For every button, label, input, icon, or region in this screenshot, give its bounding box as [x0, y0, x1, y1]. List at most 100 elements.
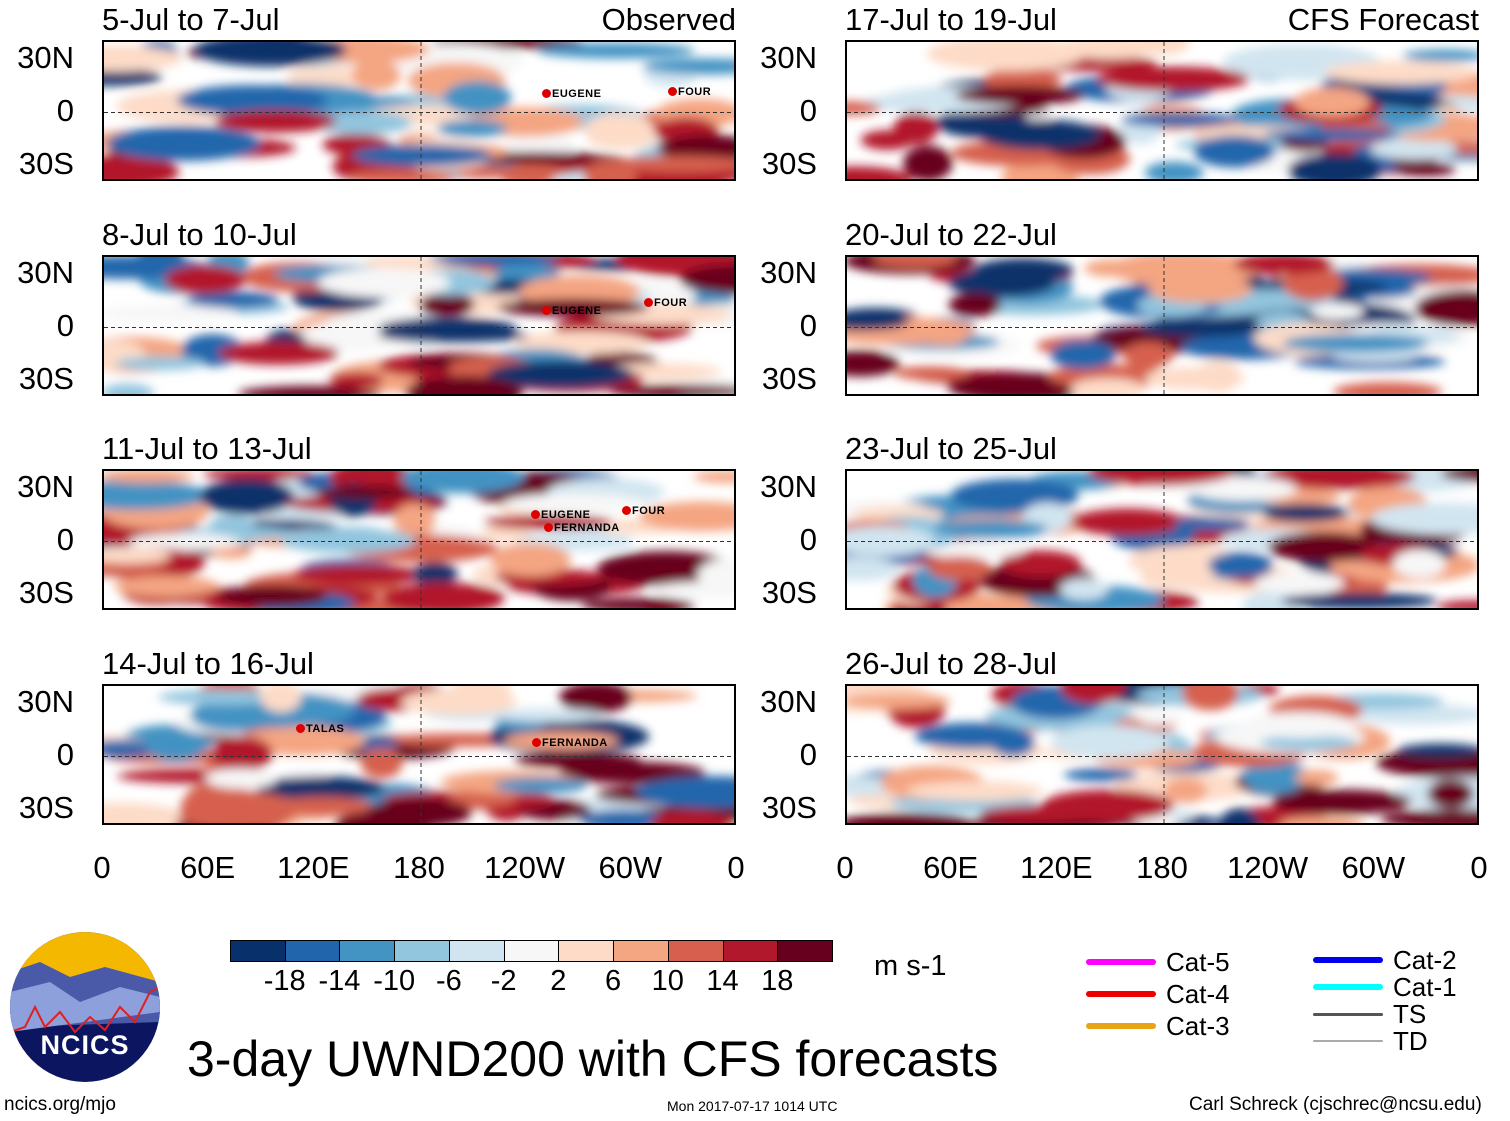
- colorbar-label: 18: [761, 965, 794, 997]
- colorbar-swatch: [230, 940, 286, 962]
- legend-swatch: [1313, 1040, 1383, 1042]
- hurricane-icon: [542, 306, 551, 315]
- wind-anomaly-contour: [493, 263, 560, 283]
- colorbar-swatch: [503, 940, 560, 962]
- storm-track-label: FERNANDA: [532, 737, 608, 749]
- storm-name: EUGENE: [552, 305, 602, 317]
- wind-anomaly-contour: [973, 258, 1074, 283]
- lon-label: 120W: [1227, 850, 1309, 885]
- wind-anomaly-contour: [104, 802, 186, 823]
- lat-label: 30S: [18, 575, 74, 610]
- wind-anomaly-contour: [115, 356, 206, 371]
- lat-label: 30S: [18, 146, 74, 181]
- wind-anomaly-contour: [1287, 153, 1382, 179]
- colorbar-swatch: [558, 940, 615, 962]
- lon-label: 0: [1470, 850, 1488, 885]
- wind-anomaly-contour: [1208, 552, 1274, 578]
- wind-anomaly-contour: [847, 693, 951, 710]
- map-panel: [845, 40, 1479, 181]
- wind-anomaly-contour: [903, 145, 953, 179]
- colorbar-swatch: [394, 940, 450, 962]
- lon-label: 60E: [180, 850, 236, 885]
- wind-anomaly-contour: [1259, 735, 1358, 751]
- wind-anomaly-contour: [847, 166, 913, 179]
- wind-anomaly-contour: [502, 493, 647, 515]
- storm-name: EUGENE: [552, 88, 602, 100]
- storm-name: FOUR: [632, 505, 666, 517]
- storm-track-label: FOUR: [644, 297, 687, 309]
- wind-anomaly-contour: [1138, 712, 1183, 726]
- wind-anomaly-contour: [1193, 135, 1276, 168]
- lat-label: 30S: [18, 790, 74, 825]
- lon-label: 60W: [1341, 850, 1406, 885]
- legend-label: TD: [1393, 1026, 1428, 1056]
- wind-anomaly-contour: [199, 478, 295, 515]
- wind-anomaly-contour: [642, 58, 734, 75]
- colorbar-swatch: [339, 940, 396, 962]
- colorbar-label: 10: [651, 965, 684, 997]
- wind-anomaly-contour: [584, 112, 654, 147]
- lat-label: 30N: [760, 40, 817, 75]
- wind-anomaly-contour: [216, 585, 327, 608]
- legend-swatch: [1086, 1023, 1156, 1029]
- wind-anomaly-contour: [104, 740, 155, 758]
- wind-anomaly-contour: [559, 686, 633, 714]
- wind-anomaly-contour: [1268, 531, 1379, 563]
- lon-label: 180: [1136, 850, 1188, 885]
- wind-anomaly-contour: [260, 686, 302, 713]
- wind-anomaly-contour: [315, 486, 416, 499]
- wind-anomaly-contour: [1059, 578, 1109, 601]
- wind-anomaly-contour: [1050, 340, 1116, 370]
- lon-label: 120W: [484, 850, 566, 885]
- figure-title: 3-day UWND200 with CFS forecasts: [187, 1031, 999, 1087]
- wind-anomaly-contour: [104, 480, 211, 510]
- colorbar-label: -2: [490, 965, 517, 997]
- lat-label: 0: [799, 737, 817, 772]
- wind-anomaly-contour: [449, 686, 512, 705]
- wind-anomaly-contour: [847, 350, 900, 377]
- wind-anomaly-contour: [1294, 87, 1370, 118]
- column-label: CFS Forecast: [1287, 2, 1479, 37]
- wind-anomaly-contour: [581, 597, 696, 608]
- wind-anomaly-contour: [1147, 276, 1253, 303]
- wind-anomaly-contour: [1084, 259, 1138, 277]
- wind-anomaly-contour: [484, 514, 614, 530]
- wind-anomaly-contour: [1063, 768, 1138, 782]
- lat-label: 0: [799, 308, 817, 343]
- wind-anomaly-contour: [271, 796, 374, 816]
- wind-anomaly-contour: [635, 776, 734, 809]
- lat-label: 0: [799, 522, 817, 557]
- wind-anomaly-contour: [241, 726, 366, 756]
- wind-anomaly-contour: [1233, 257, 1335, 275]
- wind-anomaly-contour: [1243, 711, 1355, 738]
- wind-anomaly-contour: [1242, 759, 1308, 794]
- colorbar-swatch: [448, 940, 505, 962]
- wind-anomaly-contour: [650, 810, 730, 823]
- wind-anomaly-contour: [609, 384, 734, 394]
- wind-anomaly-contour: [926, 42, 1086, 71]
- wind-anomaly-contour: [921, 327, 967, 346]
- wind-anomaly-contour: [419, 292, 475, 317]
- legend-swatch: [1313, 957, 1383, 963]
- wind-anomaly-contour: [1139, 318, 1263, 338]
- lat-label: 0: [56, 522, 74, 557]
- wind-anomaly-contour: [693, 471, 734, 483]
- map-panel: TALAS FERNANDA: [102, 684, 736, 825]
- wind-anomaly-contour: [185, 781, 254, 816]
- wind-anomaly-contour: [955, 85, 1085, 105]
- wind-anomaly-contour: [495, 708, 602, 723]
- legend-label: Cat-3: [1166, 1011, 1230, 1041]
- panel-title: 8-Jul to 10-Jul: [102, 217, 297, 252]
- lat-label: 30N: [760, 684, 817, 719]
- wind-anomaly-contour: [212, 736, 273, 772]
- wind-anomaly-contour: [237, 385, 382, 394]
- lat-label: 30N: [17, 255, 74, 290]
- hurricane-icon: [668, 87, 677, 96]
- wind-anomaly-contour: [493, 777, 588, 794]
- panel-title: 20-Jul to 22-Jul: [845, 217, 1057, 252]
- colorbar-swatch: [777, 940, 833, 962]
- wind-anomaly-contour: [312, 110, 412, 135]
- legend-label: Cat-1: [1393, 972, 1457, 1002]
- wind-anomaly-contour: [104, 155, 180, 179]
- wind-anomaly-contour: [177, 84, 328, 116]
